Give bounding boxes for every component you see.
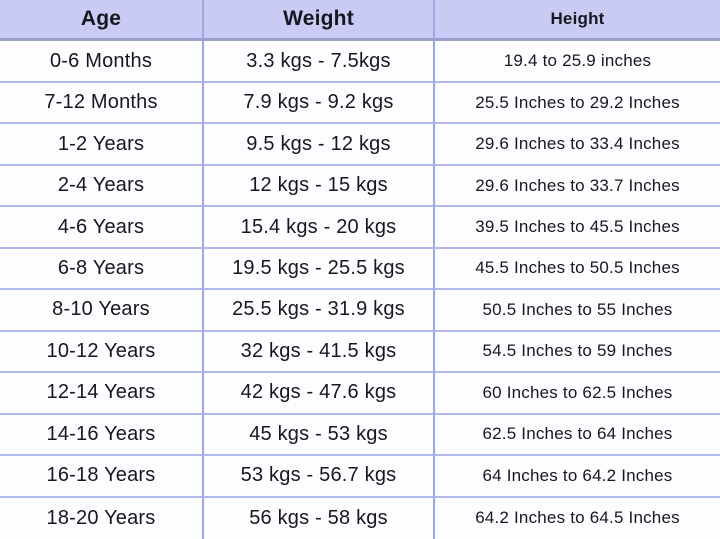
cell-age: 14-16 Years bbox=[0, 414, 204, 457]
cell-height: 54.5 Inches to 59 Inches bbox=[435, 331, 720, 374]
column-header-age: Age bbox=[0, 0, 204, 42]
cell-weight: 53 kgs - 56.7 kgs bbox=[204, 456, 435, 498]
cell-weight: 15.4 kgs - 20 kgs bbox=[204, 207, 435, 249]
cell-age: 18-20 Years bbox=[0, 497, 204, 539]
cell-weight: 3.3 kgs - 7.5kgs bbox=[204, 41, 435, 83]
cell-age: 12-14 Years bbox=[0, 373, 204, 415]
cell-age: 1-2 Years bbox=[0, 124, 204, 166]
cell-height: 19.4 to 25.9 inches bbox=[435, 41, 720, 83]
cell-weight: 32 kgs - 41.5 kgs bbox=[204, 331, 435, 374]
column-header-height: Height bbox=[435, 0, 720, 42]
cell-height: 62.5 Inches to 64 Inches bbox=[435, 414, 720, 457]
cell-age: 16-18 Years bbox=[0, 456, 204, 498]
cell-age: 8-10 Years bbox=[0, 290, 204, 332]
cell-height: 64 Inches to 64.2 Inches bbox=[435, 456, 720, 498]
cell-age: 10-12 Years bbox=[0, 331, 204, 374]
cell-weight: 56 kgs - 58 kgs bbox=[204, 497, 435, 539]
cell-age: 7-12 Months bbox=[0, 82, 204, 125]
cell-height: 45.5 Inches to 50.5 Inches bbox=[435, 248, 720, 291]
cell-age: 4-6 Years bbox=[0, 207, 204, 249]
cell-weight: 19.5 kgs - 25.5 kgs bbox=[204, 248, 435, 291]
cell-weight: 45 kgs - 53 kgs bbox=[204, 414, 435, 457]
cell-weight: 9.5 kgs - 12 kgs bbox=[204, 124, 435, 166]
cell-height: 60 Inches to 62.5 Inches bbox=[435, 373, 720, 415]
cell-height: 50.5 Inches to 55 Inches bbox=[435, 290, 720, 332]
cell-height: 29.6 Inches to 33.7 Inches bbox=[435, 165, 720, 208]
cell-height: 64.2 Inches to 64.5 Inches bbox=[435, 497, 720, 539]
cell-height: 39.5 Inches to 45.5 Inches bbox=[435, 207, 720, 249]
cell-weight: 42 kgs - 47.6 kgs bbox=[204, 373, 435, 415]
cell-age: 6-8 Years bbox=[0, 248, 204, 291]
cell-weight: 12 kgs - 15 kgs bbox=[204, 165, 435, 208]
cell-age: 0-6 Months bbox=[0, 41, 204, 83]
cell-age: 2-4 Years bbox=[0, 165, 204, 208]
cell-height: 29.6 Inches to 33.4 Inches bbox=[435, 124, 720, 166]
cell-weight: 7.9 kgs - 9.2 kgs bbox=[204, 82, 435, 125]
column-header-weight: Weight bbox=[204, 0, 435, 42]
cell-height: 25.5 Inches to 29.2 Inches bbox=[435, 82, 720, 125]
cell-weight: 25.5 kgs - 31.9 kgs bbox=[204, 290, 435, 332]
